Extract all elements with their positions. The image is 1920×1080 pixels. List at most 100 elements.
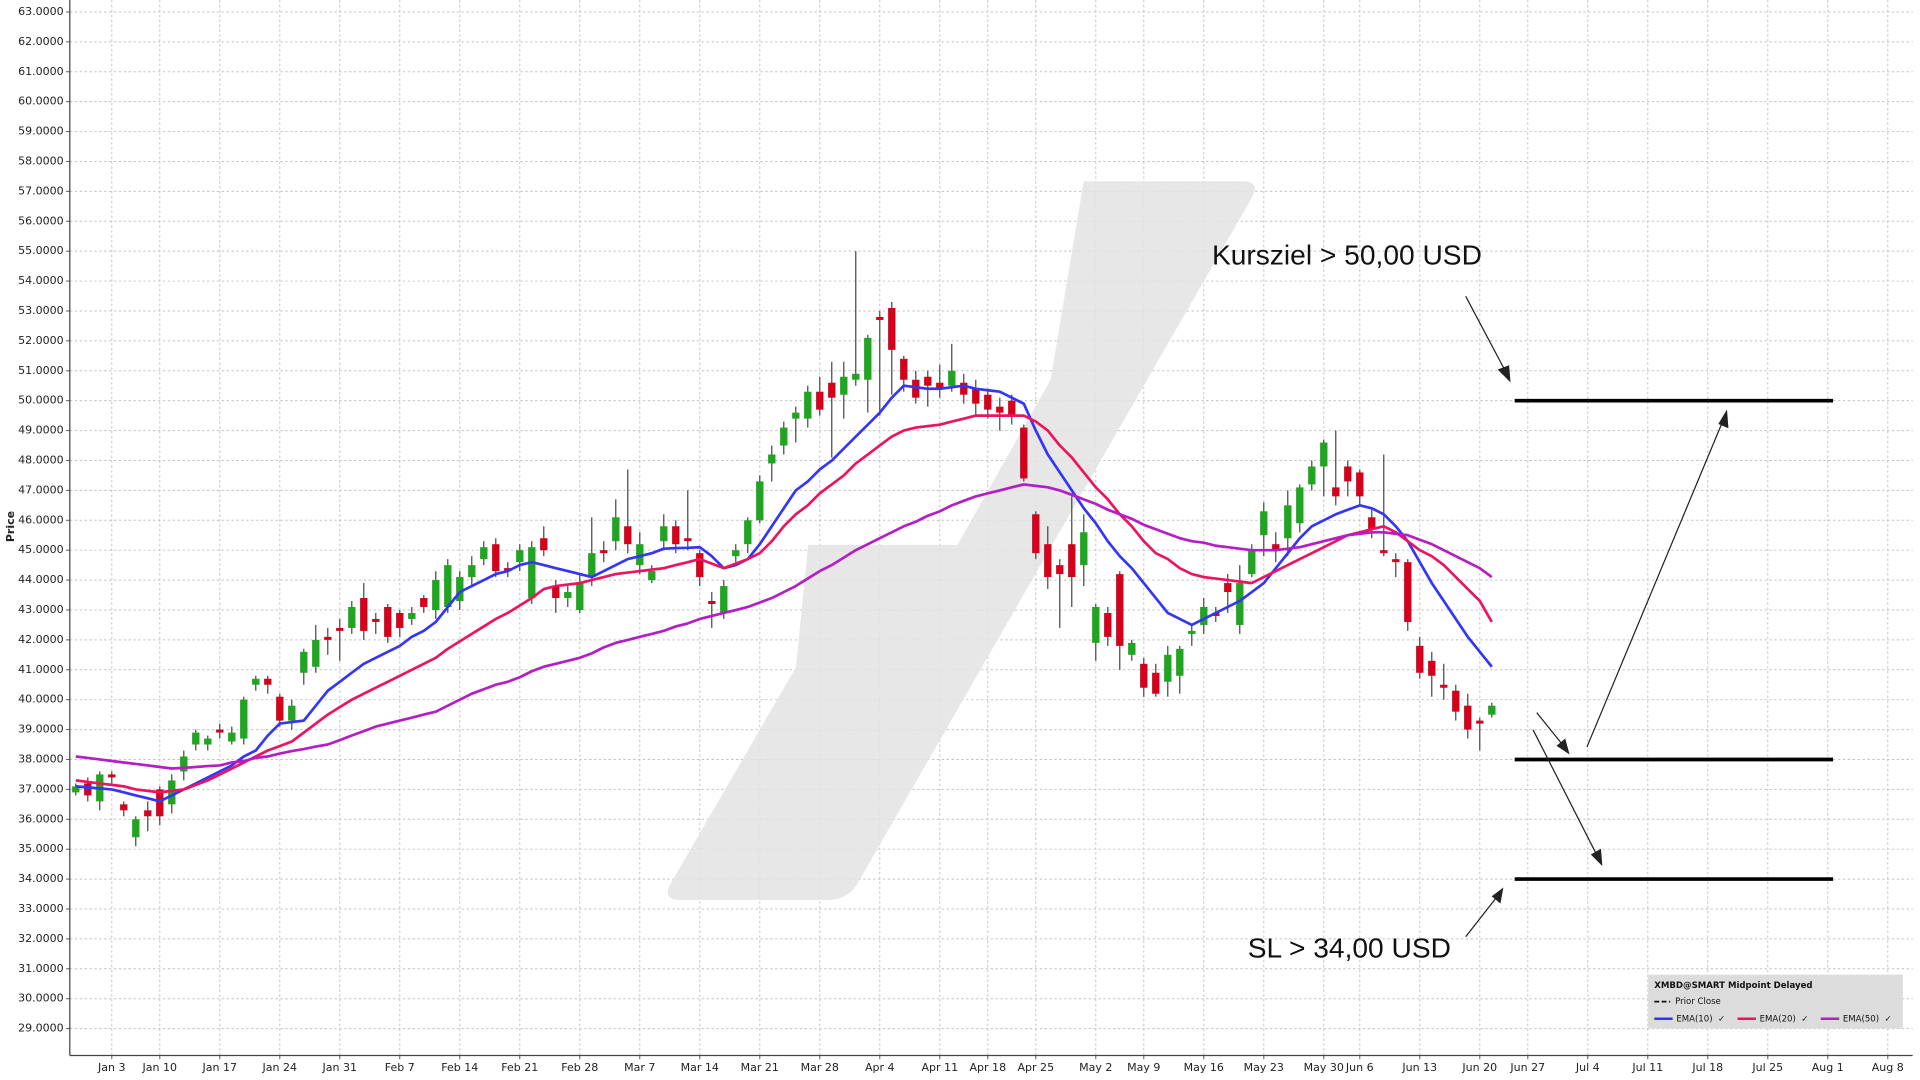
arrow-head bbox=[1590, 848, 1603, 867]
candle-body bbox=[336, 627, 344, 631]
candle-body bbox=[120, 804, 128, 811]
legend-check: ✓ bbox=[1801, 1014, 1808, 1024]
candle-body bbox=[192, 732, 200, 745]
candle-body bbox=[852, 373, 860, 380]
arrow-head bbox=[1497, 365, 1511, 383]
candle-body bbox=[816, 391, 824, 410]
arrow bbox=[1586, 414, 1726, 748]
x-tick-label: Apr 11 bbox=[922, 1061, 959, 1074]
watermark bbox=[667, 181, 1255, 900]
candle-body bbox=[1188, 630, 1196, 634]
candle-body bbox=[252, 678, 260, 685]
candle-body bbox=[1332, 487, 1340, 497]
candle-body bbox=[972, 388, 980, 404]
candle-body bbox=[492, 544, 500, 572]
plot bbox=[72, 251, 1834, 881]
candle-body bbox=[720, 586, 728, 613]
candle-body bbox=[960, 382, 968, 395]
legend-check: ✓ bbox=[1718, 1014, 1725, 1024]
candle-body bbox=[1296, 487, 1304, 524]
y-axis-label: Price bbox=[4, 511, 17, 542]
candle-body bbox=[408, 612, 416, 619]
candle-body bbox=[1380, 550, 1388, 554]
candle-body bbox=[876, 316, 884, 320]
y-tick-label: 35.0000 bbox=[18, 842, 64, 855]
x-tick-label: Jul 11 bbox=[1631, 1061, 1663, 1074]
candle-body bbox=[672, 526, 680, 545]
legend-label: EMA(10) bbox=[1676, 1014, 1712, 1024]
x-tick-label: Jun 20 bbox=[1461, 1061, 1497, 1074]
candle-body bbox=[588, 553, 596, 578]
candle-body bbox=[828, 382, 836, 398]
legend-box bbox=[1648, 974, 1903, 1029]
y-tick-label: 34.0000 bbox=[18, 872, 64, 885]
x-tick-label: Jan 31 bbox=[322, 1061, 358, 1074]
candle-body bbox=[84, 783, 92, 796]
candle-body bbox=[1488, 705, 1496, 715]
candle-body bbox=[312, 639, 320, 667]
y-tick-label: 45.0000 bbox=[18, 543, 64, 556]
y-tick-label: 50.0000 bbox=[18, 394, 64, 407]
legend-check: ✓ bbox=[1884, 1014, 1891, 1024]
y-tick-label: 62.0000 bbox=[18, 35, 64, 48]
candle-body bbox=[744, 520, 752, 545]
x-tick-label: May 16 bbox=[1184, 1061, 1224, 1074]
candle-body bbox=[372, 618, 380, 622]
y-tick-label: 56.0000 bbox=[18, 214, 64, 227]
arrow-head bbox=[1491, 887, 1504, 904]
x-tick-label: Jun 27 bbox=[1509, 1061, 1545, 1074]
candle-body bbox=[1176, 648, 1184, 676]
candle-body bbox=[168, 780, 176, 805]
candle-body bbox=[888, 307, 896, 350]
candle-body bbox=[456, 577, 464, 602]
arrow-head bbox=[1718, 409, 1729, 429]
x-tick-label: Jan 24 bbox=[262, 1061, 298, 1074]
y-tick-label: 55.0000 bbox=[18, 244, 64, 257]
candle-body bbox=[300, 651, 308, 673]
arrow bbox=[1532, 729, 1601, 863]
candle-body bbox=[1344, 466, 1352, 482]
candle-body bbox=[684, 538, 692, 542]
candle-body bbox=[1440, 684, 1448, 688]
y-tick-label: 54.0000 bbox=[18, 274, 64, 287]
x-tick-label: Feb 7 bbox=[385, 1061, 415, 1074]
candle-body bbox=[1020, 427, 1028, 479]
candle-body bbox=[612, 517, 620, 542]
y-tick-label: 40.0000 bbox=[18, 693, 64, 706]
x-tick-label: Jan 3 bbox=[97, 1061, 126, 1074]
x-tick-label: Feb 14 bbox=[441, 1061, 478, 1074]
candle-body bbox=[924, 376, 932, 386]
legend-title: XMBD@SMART Midpoint Delayed bbox=[1654, 981, 1812, 991]
y-tick-label: 29.0000 bbox=[18, 1022, 64, 1035]
candle-body bbox=[1428, 660, 1436, 676]
ema-line bbox=[75, 483, 1493, 770]
candle-body bbox=[144, 810, 152, 817]
y-tick-label: 41.0000 bbox=[18, 663, 64, 676]
candle-body bbox=[420, 598, 428, 607]
candle-body bbox=[156, 789, 164, 817]
legend-label: EMA(50) bbox=[1843, 1014, 1879, 1024]
candle-body bbox=[648, 571, 656, 581]
legend-label: Prior Close bbox=[1675, 997, 1721, 1007]
candle-body bbox=[1224, 583, 1232, 593]
candle-body bbox=[288, 705, 296, 721]
candle-body bbox=[1140, 663, 1148, 688]
x-tick-label: Aug 8 bbox=[1872, 1061, 1904, 1074]
y-tick-label: 53.0000 bbox=[18, 304, 64, 317]
y-tick-label: 60.0000 bbox=[18, 95, 64, 108]
x-tick-label: Mar 21 bbox=[741, 1061, 779, 1074]
candle-body bbox=[360, 598, 368, 631]
candle-body bbox=[1284, 505, 1292, 539]
y-tick-label: 39.0000 bbox=[18, 723, 64, 736]
candle-body bbox=[780, 427, 788, 446]
candle-body bbox=[756, 481, 764, 521]
candle-body bbox=[948, 370, 956, 386]
candle-body bbox=[480, 547, 488, 560]
x-tick-label: Apr 4 bbox=[865, 1061, 895, 1074]
x-tick-label: Jan 10 bbox=[142, 1061, 178, 1074]
candle-body bbox=[696, 553, 704, 578]
candle-body bbox=[1056, 565, 1064, 575]
x-tick-label: May 30 bbox=[1304, 1061, 1344, 1074]
candle-body bbox=[324, 636, 332, 640]
